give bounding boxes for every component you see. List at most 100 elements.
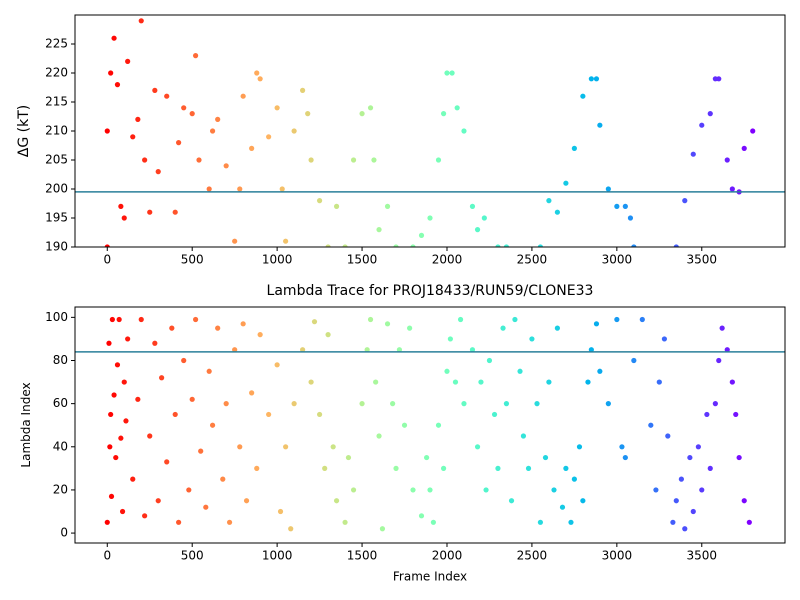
point (333, 203, 340, 209)
point (342, 244, 348, 247)
point (249, 145, 255, 151)
point (593, 76, 600, 82)
y-tick-label: 0 (60, 526, 68, 540)
point (716, 357, 722, 364)
point (605, 401, 611, 407)
point (716, 76, 722, 82)
point (209, 128, 216, 134)
point (379, 526, 386, 532)
point (491, 411, 498, 418)
point (454, 105, 460, 111)
x-tick-label: 1500 (347, 549, 378, 563)
y-tick-label: 60 (53, 396, 68, 410)
point (283, 444, 289, 450)
point (631, 244, 637, 247)
point (147, 209, 153, 215)
point (390, 401, 396, 407)
y-tick-label: 210 (45, 124, 68, 138)
y-tick-label: 205 (45, 153, 68, 167)
point (512, 316, 518, 323)
point (215, 325, 221, 331)
y-tick-label: 195 (45, 211, 68, 225)
point (181, 357, 187, 364)
point (243, 498, 250, 504)
point (121, 215, 127, 221)
point (333, 498, 340, 504)
point (155, 498, 161, 504)
y-axis-label: Lambda Index (19, 382, 33, 467)
point (266, 411, 272, 418)
point (639, 316, 645, 323)
point (186, 487, 192, 493)
point (240, 93, 246, 99)
point (568, 519, 574, 525)
point (384, 321, 391, 327)
axes-frame (74, 306, 786, 544)
y-tick-label: 100 (45, 310, 68, 324)
point (687, 454, 693, 461)
y-axis-label: ΔG (kT) (16, 105, 32, 157)
point (690, 151, 696, 157)
point (682, 198, 688, 204)
point (481, 215, 487, 221)
point (169, 325, 175, 331)
point (159, 375, 165, 381)
point (325, 244, 331, 247)
point (699, 122, 705, 128)
point (469, 347, 476, 353)
point (525, 465, 532, 471)
point (305, 111, 311, 117)
point (279, 186, 285, 192)
point (551, 487, 557, 493)
point (563, 180, 569, 186)
point (508, 498, 515, 504)
point (750, 128, 756, 134)
point (223, 163, 229, 169)
point (424, 454, 430, 461)
point (537, 519, 544, 525)
point (288, 526, 294, 532)
point (322, 465, 328, 471)
point (430, 519, 436, 525)
point (396, 347, 403, 353)
point (311, 319, 318, 325)
point (495, 244, 501, 247)
point (597, 122, 603, 128)
point (741, 498, 747, 504)
point (119, 508, 126, 515)
point (695, 444, 701, 450)
point (240, 321, 246, 327)
point (407, 325, 413, 331)
point (104, 519, 110, 525)
point (111, 35, 117, 41)
point (249, 390, 255, 396)
point (707, 111, 713, 117)
point (345, 454, 352, 461)
point (176, 140, 182, 146)
point (418, 232, 425, 238)
point (724, 157, 730, 163)
chart-title: Lambda Trace for PROJ18433/RUN59/CLONE33 (267, 283, 594, 299)
point (614, 203, 620, 209)
point (393, 465, 399, 471)
point (500, 325, 506, 331)
point (330, 444, 336, 450)
point (452, 379, 459, 385)
point (648, 422, 654, 428)
point (181, 105, 187, 111)
point (118, 435, 124, 441)
x-tick-label: 3000 (602, 549, 633, 563)
point (108, 411, 114, 418)
point (274, 362, 280, 368)
point (350, 157, 357, 163)
point (401, 422, 408, 428)
point (203, 504, 209, 510)
point (308, 157, 314, 163)
point (359, 111, 365, 117)
point (142, 157, 148, 163)
point (661, 336, 668, 342)
point (733, 411, 739, 418)
point (121, 379, 127, 385)
point (138, 316, 144, 323)
